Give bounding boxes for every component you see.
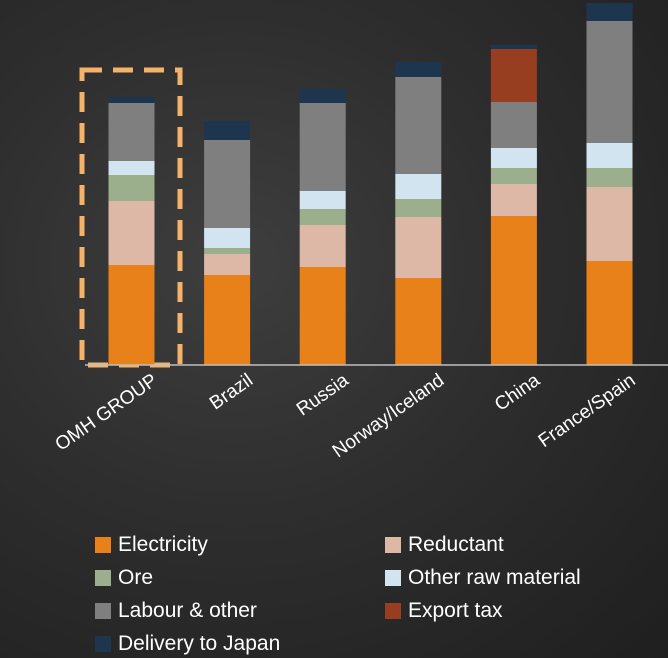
- legend-swatch-other-raw-material: [385, 569, 401, 586]
- legend-swatch-reductant: [385, 536, 401, 553]
- legend-item-electricity: Electricity: [95, 530, 385, 559]
- legend-swatch-electricity: [95, 536, 111, 553]
- bar-segment-norway-iceland-reductant: [395, 217, 442, 278]
- bar-segment-omh-group-other-raw-material: [108, 161, 155, 175]
- bar-segment-norway-iceland-electricity: [395, 278, 442, 365]
- bar-segment-omh-group-reductant: [108, 201, 155, 265]
- bar-segment-china-delivery-to-japan: [490, 45, 537, 49]
- legend-label-export-tax: Export tax: [408, 598, 503, 622]
- bar-segment-russia-other-raw-material: [299, 191, 346, 209]
- legend-label-reductant: Reductant: [408, 532, 504, 556]
- bar-segment-china-ore: [490, 168, 537, 184]
- legend-label-labour-other: Labour & other: [118, 598, 257, 622]
- bar-segment-china-electricity: [490, 216, 537, 365]
- legend-swatch-export-tax: [385, 602, 401, 619]
- legend: Electricity Reductant Ore Other raw mate…: [95, 530, 645, 658]
- x-tick-label-brazil: Brazil: [206, 370, 257, 414]
- bar-segment-brazil-delivery-to-japan: [204, 121, 251, 140]
- bar-segment-russia-electricity: [299, 267, 346, 365]
- bar-segment-france-spain-delivery-to-japan: [586, 3, 633, 21]
- legend-item-reductant: Reductant: [385, 530, 645, 559]
- bar-segment-china-export-tax: [490, 49, 537, 102]
- bar-segment-russia-reductant: [299, 225, 346, 267]
- bar-segment-omh-group-ore: [108, 175, 155, 201]
- bars-group: [108, 3, 633, 365]
- bar-segment-brazil-reductant: [204, 254, 251, 275]
- bar-segment-france-spain-ore: [586, 168, 633, 187]
- bar-segment-france-spain-electricity: [586, 261, 633, 365]
- bar-segment-omh-group-electricity: [108, 265, 155, 365]
- legend-label-other-raw-material: Other raw material: [408, 565, 581, 589]
- bar-segment-china-labour-other: [490, 102, 537, 148]
- bar-segment-omh-group-labour-other: [108, 103, 155, 161]
- bar-segment-omh-group-delivery-to-japan: [108, 97, 155, 103]
- legend-label-delivery-to-japan: Delivery to Japan: [118, 631, 281, 655]
- legend-item-labour-other: Labour & other: [95, 596, 385, 625]
- bar-segment-france-spain-other-raw-material: [586, 143, 633, 168]
- bar-segment-china-reductant: [490, 184, 537, 216]
- bar-segment-brazil-labour-other: [204, 140, 251, 228]
- x-tick-label-china: China: [491, 370, 544, 416]
- bar-segment-norway-iceland-other-raw-material: [395, 174, 442, 199]
- x-tick-label-russia: Russia: [293, 370, 353, 421]
- x-tick-label-omh-group: OMH GROUP: [52, 370, 162, 456]
- bar-segment-france-spain-reductant: [586, 187, 633, 261]
- legend-swatch-labour-other: [95, 602, 111, 619]
- bar-segment-russia-ore: [299, 209, 346, 225]
- legend-label-electricity: Electricity: [118, 532, 208, 556]
- legend-item-other-raw-material: Other raw material: [385, 563, 645, 592]
- bar-segment-china-other-raw-material: [490, 148, 537, 168]
- bar-segment-russia-labour-other: [299, 103, 346, 191]
- bar-segment-brazil-electricity: [204, 275, 251, 365]
- bar-segment-brazil-other-raw-material: [204, 228, 251, 248]
- bar-segment-norway-iceland-labour-other: [395, 77, 442, 174]
- bar-segment-russia-delivery-to-japan: [299, 89, 346, 103]
- legend-item-ore: Ore: [95, 563, 385, 592]
- bar-segment-france-spain-labour-other: [586, 21, 633, 143]
- bar-segment-brazil-ore: [204, 248, 251, 254]
- bar-segment-norway-iceland-delivery-to-japan: [395, 62, 442, 77]
- legend-item-delivery-to-japan: Delivery to Japan: [95, 629, 385, 658]
- bar-segment-norway-iceland-ore: [395, 199, 442, 217]
- legend-label-ore: Ore: [118, 565, 154, 589]
- legend-item-export-tax: Export tax: [385, 596, 645, 625]
- legend-swatch-ore: [95, 569, 111, 586]
- x-tick-label-france-spain: France/Spain: [535, 370, 640, 452]
- legend-swatch-delivery-to-japan: [95, 635, 111, 652]
